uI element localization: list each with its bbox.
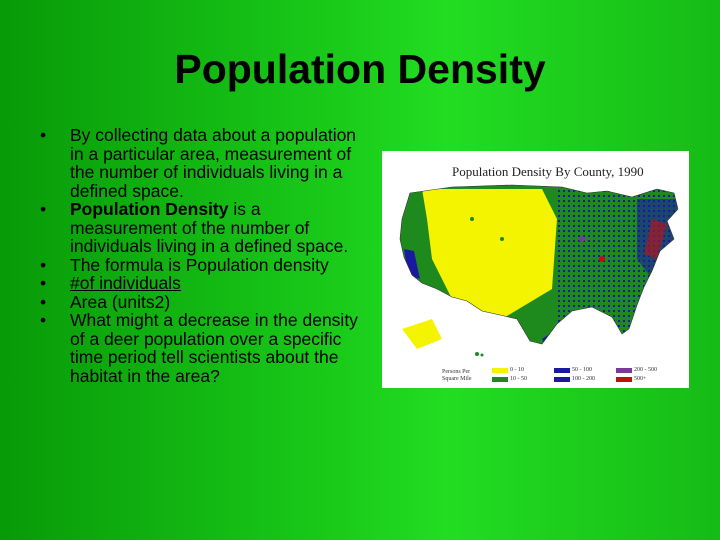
legend-label: 200 - 500 xyxy=(634,367,657,373)
bullet-item: Area (units2) xyxy=(40,291,360,312)
legend-swatch xyxy=(616,377,632,382)
legend-label: 50 - 100 xyxy=(572,367,592,373)
legend-label: 500+ xyxy=(634,376,647,382)
bullet-denominator-text: Area (units2) xyxy=(70,291,171,312)
bullet-item: By collecting data about a population in… xyxy=(40,126,360,200)
bullet-text: is a measurement of the number of indivi… xyxy=(70,199,349,256)
legend-swatch xyxy=(554,368,570,373)
bullet-item: What might a decrease in the density of … xyxy=(40,311,360,385)
legend-header-line: Square Mile xyxy=(442,376,472,382)
map-title: Population Density By County, 1990 xyxy=(452,164,644,179)
bullet-bold-term: Population Density xyxy=(70,199,229,219)
legend-label: 0 - 10 xyxy=(510,367,524,373)
bullet-numerator-text: #of individuals xyxy=(70,273,181,293)
legend-swatch xyxy=(492,377,508,382)
legend-item: 200 - 500 xyxy=(616,367,676,375)
us-county-map-image xyxy=(399,184,679,357)
legend-label: 100 - 200 xyxy=(572,376,595,382)
population-density-map: Population Density By County, 1990 xyxy=(382,151,689,388)
legend-item: 50 - 100 xyxy=(554,367,614,375)
bullet-item: Population Density is a measurement of t… xyxy=(40,200,360,256)
legend-swatch xyxy=(616,368,632,373)
legend-item: 500+ xyxy=(616,376,676,384)
map-legend: Persons Per Square Mile 0 - 10 10 - 50 5… xyxy=(442,367,682,385)
bullet-text: The formula is Population density xyxy=(70,254,329,275)
bullet-text: By collecting data about a population in… xyxy=(70,125,357,201)
legend-label: 10 - 50 xyxy=(510,376,527,382)
legend-swatch xyxy=(492,368,508,373)
legend-swatch xyxy=(554,377,570,382)
bullet-item: #of individuals xyxy=(40,274,360,293)
legend-item: 0 - 10 xyxy=(492,367,552,375)
legend-item: 100 - 200 xyxy=(554,376,614,384)
slide-title: Population Density xyxy=(174,46,546,92)
legend-item: 10 - 50 xyxy=(492,376,552,384)
legend-header: Persons Per Square Mile xyxy=(442,369,472,383)
bullet-item: The formula is Population density xyxy=(40,254,360,275)
bullet-list: By collecting data about a population in… xyxy=(40,126,360,385)
bullet-question-text: What might a decrease in the density of … xyxy=(70,310,358,386)
legend-header-line: Persons Per xyxy=(442,369,471,375)
